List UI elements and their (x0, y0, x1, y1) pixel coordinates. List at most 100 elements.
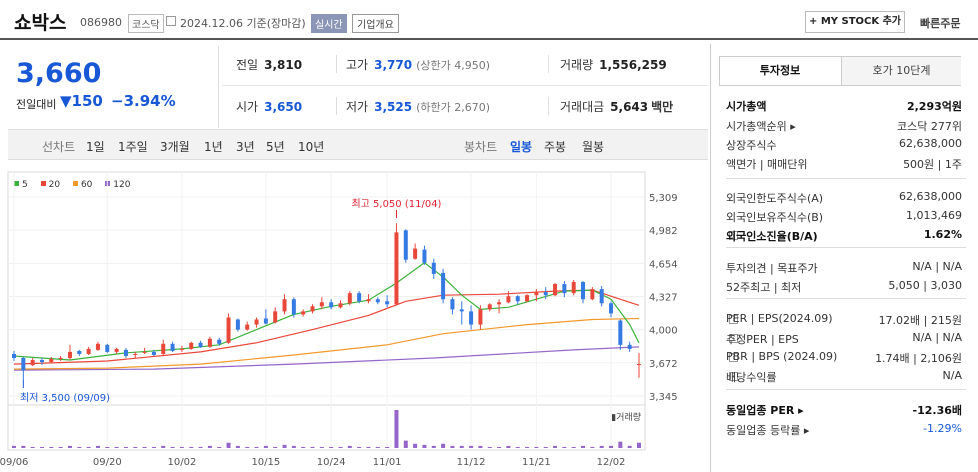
info-row: 추정PER | EPS? N/A | N/A (726, 331, 962, 349)
volume-bar (487, 446, 492, 448)
info-label: 배당수익률 (726, 371, 777, 384)
info-label: PBR | BPS (2024.09) (726, 350, 838, 363)
volume-bar (357, 446, 362, 448)
period-5y[interactable]: 5년 (266, 140, 285, 154)
stat-low-label: 저가 (346, 100, 369, 114)
legend-label: 5 (22, 180, 28, 190)
y-tick-label: 4,654 (649, 259, 678, 270)
stat-high-label: 고가 (346, 58, 369, 72)
period-toolbar: 선차트 1일 1주일 3개월 1년 3년 5년 10년 봉차트 일봉 주봉 월봉 (8, 129, 708, 160)
volume-label: ▮거래량 (611, 411, 641, 423)
high-annotation: 최고 5,050 (11/04) (351, 198, 441, 210)
candle-body (95, 343, 100, 350)
candle-body (12, 353, 16, 359)
info-tabs: 투자정보 호가 10단계 (719, 56, 961, 86)
period-3y[interactable]: 3년 (236, 140, 255, 154)
info-label: 외국인소진율(B/A) (726, 230, 818, 243)
line-chart-label: 선차트 (42, 140, 76, 154)
info-row: 투자의견 | 목표주가 N/A | N/A (726, 260, 962, 278)
quote-date: 2024.12.06 기준(장마감) (180, 17, 306, 30)
stat-high-value: 3,770 (374, 58, 413, 72)
candle-body (245, 324, 250, 330)
price-box: 3,660 전일대비 ▼150 −3.94% (8, 46, 218, 128)
stock-chart[interactable]: 5,309 4,982 4,654 4,327 4,000 3,672 3,345 09/06… (0, 0, 708, 472)
volume-bar (599, 445, 604, 448)
volume-bar (273, 446, 278, 448)
volume-bar (226, 442, 231, 448)
candle-body (627, 344, 632, 349)
volume-bar (170, 446, 175, 448)
candle-body (123, 349, 128, 356)
candle-body (431, 262, 436, 274)
info-value: N/A | N/A (912, 331, 962, 344)
tab-order-book[interactable]: 호가 10단계 (841, 57, 961, 85)
volume-bar (329, 446, 334, 448)
candle-body (571, 282, 576, 294)
realtime-button[interactable]: 실시간 (311, 14, 347, 33)
legend-item-5: 5 (14, 180, 28, 190)
ma60-line (13, 317, 640, 370)
candle-body (291, 299, 296, 315)
legend-label: 20 (48, 180, 61, 190)
info-value: 1.62% (923, 228, 962, 241)
help-icon[interactable]: ? (729, 231, 738, 240)
candle-body (198, 342, 203, 347)
info-row: PER | EPS(2024.09)? 17.02배 | 215원 (726, 312, 962, 330)
stat-volume-value: 1,556,259 (599, 58, 667, 72)
period-3m[interactable]: 3개월 (160, 140, 190, 154)
info-row: 동일업종 PER ▸ -12.36배 (726, 402, 962, 420)
help-icon[interactable]: ? (729, 315, 738, 324)
volume-bar (217, 446, 222, 448)
candle-body (282, 299, 287, 312)
plot-frame (7, 171, 646, 451)
volume-bar (571, 446, 576, 448)
period-10y[interactable]: 10년 (298, 140, 325, 154)
candle-body (450, 299, 455, 310)
volume-bar (254, 446, 259, 448)
stat-open: 시가 3,650 (236, 98, 302, 115)
info-value: 62,638,000 (899, 137, 962, 150)
info-row: 외국인보유주식수(B) 1,013,469 (726, 209, 962, 227)
volume-bar (49, 446, 54, 448)
candle-monthly[interactable]: 월봉 (582, 140, 605, 154)
volume-bar (338, 446, 343, 448)
info-value: 2,293억원 (906, 100, 962, 113)
period-1w[interactable]: 1주일 (118, 140, 148, 154)
info-label: 동일업종 등락률 ▸ (726, 424, 810, 437)
section-divider (726, 178, 966, 179)
candle-body (105, 344, 110, 352)
info-row: 외국인한도주식수(A) 62,638,000 (726, 190, 962, 208)
add-mystock-button[interactable]: + MY STOCK 추가 (805, 11, 905, 33)
legend-swatch (40, 181, 46, 186)
company-overview-button[interactable]: 기업개요 (352, 14, 399, 33)
volume-bar (142, 446, 147, 448)
period-1d[interactable]: 1일 (86, 140, 105, 154)
period-1y[interactable]: 1년 (204, 140, 223, 154)
x-tick-label: 11/21 (522, 457, 551, 468)
candle-body (487, 304, 492, 310)
candle-body (618, 320, 623, 345)
y-tick-label: 3,345 (649, 392, 678, 403)
y-tick-label: 3,672 (649, 359, 678, 370)
price-change: ▼150 (60, 92, 103, 110)
info-row: PBR | BPS (2024.09)? 1.74배 | 2,106원 (726, 350, 962, 368)
candle-body (525, 295, 530, 302)
info-label: PER | EPS(2024.09) (726, 312, 833, 325)
volume-bar (385, 446, 390, 448)
help-icon[interactable]: ? (729, 353, 738, 362)
candle-body (310, 306, 315, 312)
help-icon[interactable]: ? (729, 334, 738, 343)
volume-bar (627, 445, 632, 448)
info-value: -1.29% (923, 422, 962, 435)
quick-order-button[interactable]: 빠른주문 (920, 17, 961, 30)
help-icon[interactable]: ? (729, 372, 738, 381)
section-divider (726, 247, 966, 248)
volume-bar (543, 446, 548, 448)
candle-daily[interactable]: 일봉 (510, 140, 533, 154)
volume-bar (618, 441, 623, 448)
tab-investment-info[interactable]: 투자정보 (720, 57, 840, 85)
candle-chart-label: 봉차트 (464, 140, 498, 154)
candle-weekly[interactable]: 주봉 (544, 140, 567, 154)
volume-bar (133, 446, 138, 448)
info-row: 배당수익률? N/A (726, 369, 962, 387)
